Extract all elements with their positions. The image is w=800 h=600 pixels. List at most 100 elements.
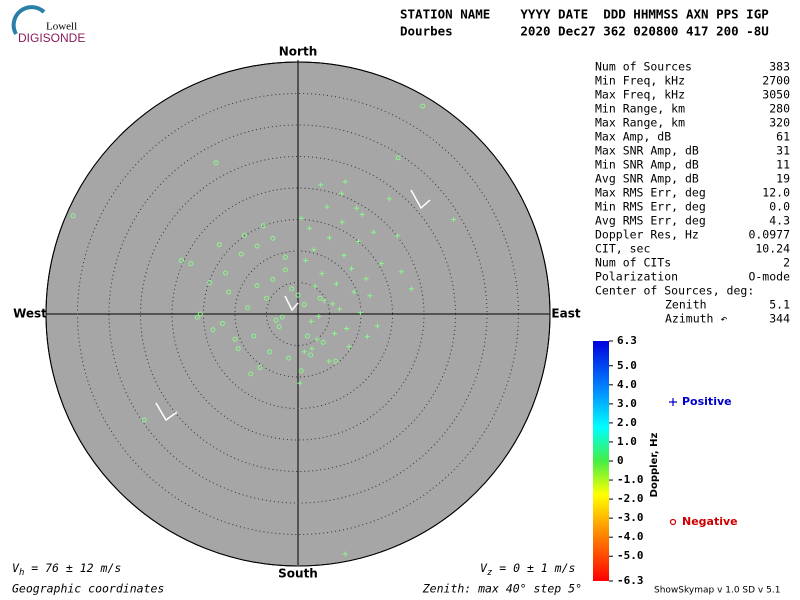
colorbar-tick-label: 2.0 <box>617 416 637 429</box>
direction-label: West <box>13 307 47 321</box>
stat-label: Max Freq, kHz <box>595 88 685 102</box>
colorbar-tick-label: 5.0 <box>617 359 637 372</box>
source-plus <box>308 319 314 325</box>
drift-arrow <box>155 189 431 422</box>
source-plus <box>321 298 327 304</box>
source-plus <box>386 196 392 202</box>
stat-value: 11 <box>776 158 790 172</box>
source-circle <box>251 333 257 339</box>
stat-value: 280 <box>769 102 790 116</box>
stat-label: Min RMS Err, deg <box>595 200 706 214</box>
source-plus <box>332 331 338 337</box>
source-circle <box>282 267 288 273</box>
header-line: STATION NAME YYYY DATE DDD HHMMSS AXN PP… <box>400 7 769 22</box>
source-circle <box>141 417 147 423</box>
stat-label: Doppler Res, Hz <box>595 228 699 242</box>
source-plus <box>341 252 347 258</box>
source-plus <box>354 205 360 211</box>
stat-value: 61 <box>776 130 790 144</box>
symbol: V <box>480 561 488 575</box>
stat-label: Avg SNR Amp, dB <box>595 172 699 186</box>
colorbar-tick-label: -4.0 <box>617 530 644 543</box>
header-line: Dourbes 2020 Dec27 362 020800 417 200 -8… <box>400 24 769 39</box>
source-circle <box>270 235 276 241</box>
source-plus <box>338 191 344 197</box>
source-circle <box>286 355 292 361</box>
source-plus <box>342 179 348 185</box>
source-plus <box>324 204 330 210</box>
source-circle <box>257 365 263 371</box>
source-plus <box>374 323 380 329</box>
subscript: h <box>19 568 24 578</box>
source-plus <box>451 217 457 222</box>
stat-label: Max Amp, dB <box>595 130 671 144</box>
range-ring <box>171 187 425 441</box>
stat-value: 344 <box>769 312 790 326</box>
source-plus <box>349 266 355 272</box>
range-ring <box>108 124 488 504</box>
source-circle <box>333 358 339 364</box>
text: = 76 ± 12 m/s <box>24 561 121 575</box>
stat-value: 2 <box>783 256 790 270</box>
source-plus <box>359 211 365 217</box>
source-circle <box>216 242 222 248</box>
source-circle <box>223 270 229 276</box>
source-plus <box>319 271 325 277</box>
direction-label: East <box>551 307 580 321</box>
source-circle <box>320 339 326 345</box>
legend-marker <box>669 518 677 526</box>
stat-value: 2700 <box>762 74 790 88</box>
colorbar-tick-label: -5.0 <box>617 549 644 562</box>
colorbar-tick-label: -2.0 <box>617 492 644 505</box>
stat-label: Num of Sources <box>595 60 692 74</box>
source-circle <box>194 314 200 320</box>
legend-marker <box>669 398 677 406</box>
logo-top: Lowell <box>46 21 77 33</box>
source-circle <box>254 283 260 289</box>
colorbar-tick-label: -3.0 <box>617 511 644 524</box>
source-circle <box>210 327 216 333</box>
source-plus <box>351 289 357 295</box>
source-plus <box>346 344 352 350</box>
stat-value: 31 <box>776 144 790 158</box>
source-circle <box>420 103 426 109</box>
stat-value: 12.0 <box>762 186 790 200</box>
source-circle <box>178 257 184 263</box>
logo-bottom: DIGISONDE <box>18 31 85 45</box>
legend-label: Negative <box>682 515 738 528</box>
source-plus <box>364 334 370 340</box>
source-circle <box>213 160 219 166</box>
source-circle <box>241 232 247 238</box>
source-plus <box>367 293 373 299</box>
source-circle <box>270 276 276 282</box>
stat-label: Avg RMS Err, deg <box>595 214 706 228</box>
source-circle <box>276 324 282 330</box>
source-circle <box>289 286 295 292</box>
source-plus <box>378 261 384 267</box>
source-circle <box>254 243 260 249</box>
range-ring <box>234 250 362 378</box>
source-plus <box>337 306 343 312</box>
zenith-label: Zenith: max 40° step 5° <box>422 582 582 596</box>
stat-value: 5.1 <box>769 298 790 312</box>
colorbar <box>593 341 609 581</box>
colorbar-tick-label: 1.0 <box>617 435 637 448</box>
range-ring <box>77 93 519 535</box>
stat-label: Min Range, km <box>595 102 685 116</box>
source-plus <box>330 301 336 307</box>
stat-label: Azimuth ↶ <box>665 312 727 326</box>
source-plus <box>371 229 377 235</box>
range-ring <box>203 219 393 409</box>
stat-label: Max Range, km <box>595 116 685 130</box>
source-plus <box>311 247 317 253</box>
source-plus <box>342 551 348 557</box>
colorbar-title: Doppler, Hz <box>649 433 660 498</box>
stat-value: 0.0 <box>769 200 790 214</box>
source-circle <box>245 305 251 311</box>
source-circle <box>304 333 310 339</box>
stat-label: CIT, sec <box>595 242 650 256</box>
source-plus <box>301 349 307 355</box>
range-ring <box>266 282 330 346</box>
source-circle <box>219 320 225 326</box>
